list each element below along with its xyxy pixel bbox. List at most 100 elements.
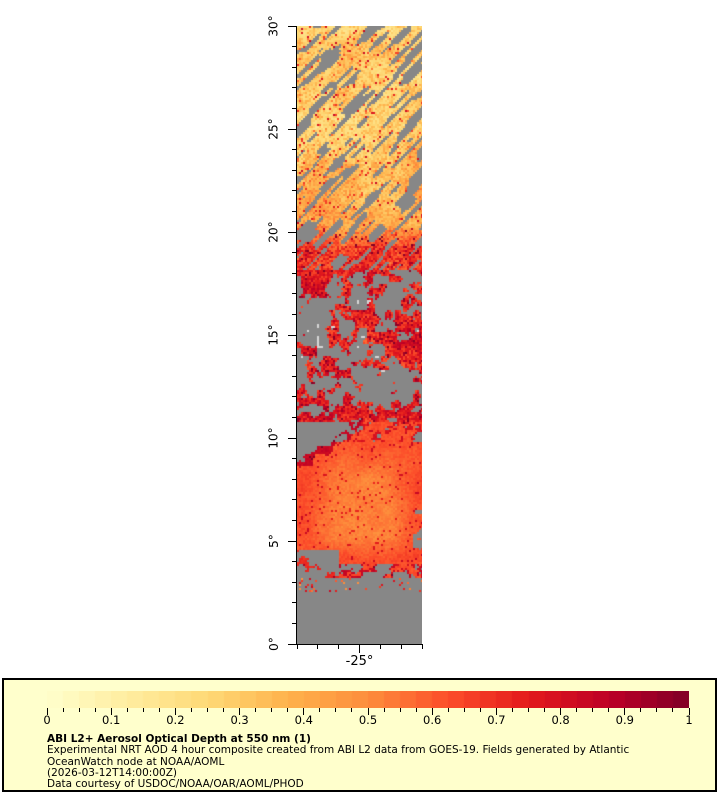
colorbar-tick [255, 708, 257, 712]
y-axis-tick [292, 313, 297, 315]
x-axis-tick [379, 644, 381, 649]
x-axis-tick [400, 644, 402, 649]
colorbar-tick [383, 708, 385, 712]
y-axis-tick [292, 272, 297, 274]
colorbar-tick [495, 708, 497, 715]
legend-text-line: (2026-03-12T14:00:00Z) [47, 766, 177, 779]
legend-text-line: Experimental NRT AOD 4 hour composite cr… [47, 744, 630, 757]
y-axis-tick [292, 252, 297, 254]
colorbar-tick-label: 0.9 [615, 713, 634, 727]
colorbar-tick [624, 708, 626, 715]
y-axis-tick [292, 149, 297, 151]
y-axis-tick [292, 190, 297, 192]
y-axis-tick-label: 5° [266, 534, 281, 548]
y-axis-tick-label: 20° [267, 221, 281, 243]
colorbar-tick [174, 708, 176, 715]
colorbar-tick [511, 708, 513, 712]
colorbar-tick [351, 708, 353, 712]
colorbar-tick [126, 708, 128, 712]
y-axis-tick [288, 334, 297, 336]
colorbar-tick [287, 708, 289, 712]
y-axis-tick [292, 622, 297, 624]
y-axis-tick [288, 231, 297, 233]
colorbar-tick [592, 708, 594, 712]
y-axis-tick [292, 355, 297, 357]
y-axis-tick [292, 87, 297, 89]
y-axis-tick [292, 293, 297, 295]
colorbar-tick [319, 708, 321, 712]
colorbar-tick [576, 708, 578, 712]
colorbar-tick [239, 708, 241, 715]
legend-text-block: ABI L2+ Aerosol Optical Depth at 550 nm … [47, 733, 712, 790]
colorbar-tick-label: 0.4 [294, 713, 313, 727]
aod-raster-canvas [297, 26, 422, 644]
colorbar-tick-label: 0.5 [358, 713, 378, 727]
legend-text-line: OceanWatch node at NOAA/AOML [47, 755, 225, 768]
colorbar-tick [110, 708, 112, 715]
colorbar-tick [367, 708, 369, 715]
y-axis-tick [288, 643, 297, 645]
colorbar-tick [46, 708, 48, 715]
colorbar-tick-label: 1 [685, 713, 693, 727]
colorbar-tick [78, 708, 80, 712]
y-axis-tick-label: 0° [266, 637, 281, 651]
y-axis-tick [288, 540, 297, 542]
colorbar-tick [479, 708, 481, 712]
y-axis-tick [292, 602, 297, 604]
colorbar-tick-label: 0.1 [102, 713, 121, 727]
y-axis-tick-label: 10° [267, 427, 281, 449]
y-axis-tick [292, 458, 297, 460]
colorbar-tick [303, 708, 305, 715]
colorbar-tick [431, 708, 433, 715]
colorbar-tick [142, 708, 144, 712]
colorbar-tick [560, 708, 562, 715]
y-axis-line [296, 26, 297, 645]
y-axis-tick [292, 416, 297, 418]
y-axis-tick [292, 169, 297, 171]
colorbar-tick [656, 708, 658, 712]
colorbar-tick [158, 708, 160, 712]
legend-title: ABI L2+ Aerosol Optical Depth at 550 nm … [47, 733, 311, 745]
x-axis-tick [296, 644, 298, 649]
colorbar-tick-label: 0.7 [487, 713, 506, 727]
y-axis-tick [292, 66, 297, 68]
colorbar-tick-label: 0.8 [551, 713, 570, 727]
x-axis-tick [421, 644, 423, 649]
x-axis-tick [338, 644, 340, 649]
colorbar-tick [608, 708, 610, 712]
colorbar-tick [223, 708, 225, 712]
colorbar-tick [207, 708, 208, 712]
x-axis-tick [317, 644, 319, 649]
y-axis-tick [292, 107, 297, 109]
y-axis-tick [292, 499, 297, 501]
colorbar-tick [640, 708, 642, 712]
y-axis-tick [288, 128, 297, 130]
y-axis-tick [292, 581, 297, 583]
colorbar-tick [528, 708, 529, 712]
colorbar-tick [271, 708, 273, 712]
colorbar-tick [399, 708, 401, 712]
y-axis-tick [292, 519, 297, 521]
colorbar-tick [62, 708, 64, 712]
y-axis-tick [292, 210, 297, 212]
legend-lines: Experimental NRT AOD 4 hour composite cr… [47, 745, 712, 790]
y-axis-tick [292, 375, 297, 377]
y-axis-tick [292, 478, 297, 480]
x-axis-tick [359, 644, 360, 653]
y-axis-tick-label: 15° [267, 324, 281, 346]
y-axis-tick [288, 437, 297, 439]
colorbar-tick-label: 0.3 [230, 713, 249, 727]
colorbar-tick [415, 708, 417, 712]
y-axis-tick-label: 30° [267, 15, 281, 37]
colorbar-tick-label: 0 [43, 713, 51, 727]
colorbar-tick [672, 708, 674, 712]
colorbar-tick [94, 708, 96, 712]
aod-map-plot: 0° 5° 10° 15° 20° 25° 30° -25° [267, 15, 423, 669]
colorbar-tick-label: 0.6 [423, 713, 442, 727]
legend-text-line: Data courtesy of USDOC/NOAA/OAR/AOML/PHO… [47, 778, 304, 791]
colorbar-tick [335, 708, 337, 712]
colorbar-canvas [47, 691, 689, 708]
colorbar-tick-label: 0.2 [166, 713, 185, 727]
y-axis-tick [292, 46, 297, 48]
